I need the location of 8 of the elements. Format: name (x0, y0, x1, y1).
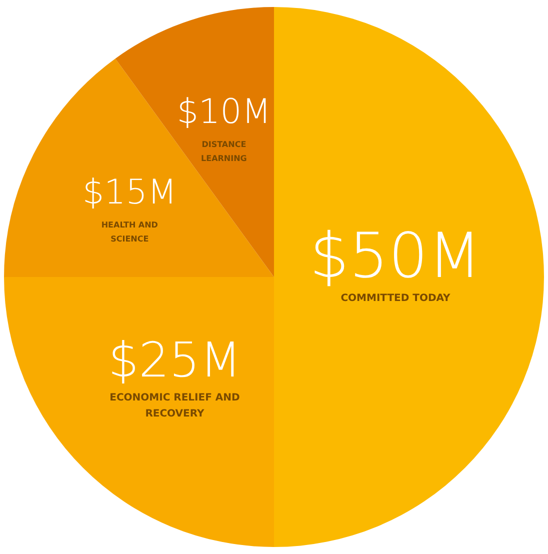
data-label: $25M (108, 332, 242, 388)
slice-label: ECONOMIC RELIEF AND RECOVERY (110, 392, 240, 420)
data-label: $15M (82, 172, 177, 212)
slice-label: HEALTH AND SCIENCE (101, 220, 158, 244)
slice-label: DISTANCE LEARNING (201, 140, 247, 163)
data-label: $50M (310, 219, 482, 292)
slice-label: COMMITTED TODAY (340, 293, 452, 304)
data-label: $10M (176, 92, 272, 132)
